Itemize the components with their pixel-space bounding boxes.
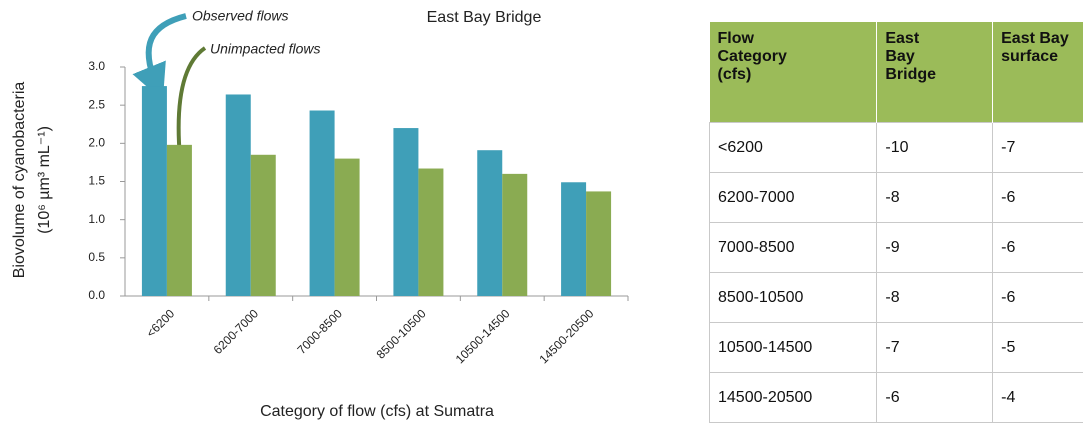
- table-cell: -4: [992, 372, 1083, 423]
- y-axis-title: Biovolume of cyanobacteria: [11, 82, 28, 279]
- table-row: 14500-20500 -6 -4: [709, 372, 1083, 423]
- arrow: [167, 46, 207, 170]
- table-row: 6200-7000 -8 -6: [709, 172, 1083, 223]
- table-cell: -6: [876, 372, 993, 423]
- bar: [586, 191, 612, 296]
- bar: [334, 158, 360, 296]
- table-row: 8500-10500 -8 -6: [709, 272, 1083, 323]
- table-cell: -6: [992, 272, 1083, 323]
- x-tick-label: <6200: [144, 306, 178, 340]
- y-tick-label: 2.0: [88, 136, 105, 150]
- x-tick-label: 10500-14500: [453, 306, 513, 366]
- annotation: Observed flows: [192, 8, 288, 24]
- header-cell: East Bay Bridge: [876, 22, 994, 123]
- y-tick-label: 1.0: [88, 212, 105, 226]
- bar: [393, 128, 419, 296]
- header-text: Flow Category (cfs): [717, 30, 787, 83]
- bar: [166, 144, 192, 296]
- bar: [250, 154, 276, 296]
- table-cell: -6: [992, 222, 1083, 273]
- table: Flow Category (cfs) East Bay Bridge East B…: [709, 22, 1083, 423]
- bar: [141, 86, 167, 296]
- x-tick-label: 6200-7000: [211, 306, 262, 357]
- table-cell: <6200: [709, 122, 877, 173]
- table-cell: -8: [876, 172, 993, 223]
- x-axis-title: Category of flow (cfs) at Sumatra: [260, 403, 494, 420]
- bar: [309, 110, 335, 296]
- table-cell: -8: [876, 272, 993, 323]
- bar: [502, 173, 528, 296]
- header-row: Flow Category (cfs) East Bay Bridge East B…: [709, 22, 1083, 123]
- bar: [225, 94, 251, 296]
- header-cell: East Bay surface: [992, 22, 1083, 123]
- y-tick-label: 3.0: [88, 59, 105, 73]
- bar: [418, 168, 444, 296]
- table-cell: 6200-7000: [709, 172, 877, 223]
- y-tick-label: 0.5: [88, 250, 105, 264]
- table-container: Flow Category (cfs) East Bay Bridge East B…: [709, 22, 1083, 424]
- x-tick-label: 8500-10500: [374, 306, 429, 361]
- y-tick-label: 2.5: [88, 97, 105, 111]
- table-cell: -10: [876, 122, 993, 173]
- table-row: <6200 -10 -7: [709, 122, 1083, 173]
- chart-title: East Bay Bridge: [427, 9, 542, 26]
- x-tick-label: 7000-8500: [294, 306, 345, 357]
- table-cell: -9: [876, 222, 993, 273]
- table-cell: 14500-20500: [709, 372, 877, 423]
- chart: East Bay Bridge Biovolume of cyanobacter…: [11, 8, 629, 420]
- y-tick-label: 0.0: [88, 288, 105, 302]
- x-tick-label: 14500-20500: [537, 306, 597, 366]
- annotation: Unimpacted flows: [210, 41, 321, 57]
- header-text: East Bay surface: [1001, 30, 1069, 65]
- table-cell: -7: [876, 322, 993, 373]
- bar: [561, 182, 587, 296]
- bar: [477, 150, 503, 296]
- table-row: 10500-14500 -7 -5: [709, 322, 1083, 373]
- header-text: East Bay Bridge: [885, 30, 937, 83]
- header-cell: Flow Category (cfs): [709, 22, 878, 123]
- y-tick-label: 1.5: [88, 174, 105, 188]
- table-row: 7000-8500 -9 -6: [709, 222, 1083, 273]
- table-cell: 8500-10500: [709, 272, 877, 323]
- arrow: [132, 13, 187, 101]
- table-cell: -6: [992, 172, 1083, 223]
- table-cell: -7: [992, 122, 1083, 173]
- table-cell: -5: [992, 322, 1083, 373]
- table-cell: 7000-8500: [709, 222, 877, 273]
- y-axis-title: (10⁶ µm³ mL⁻¹): [36, 126, 53, 234]
- table-cell: 10500-14500: [709, 322, 877, 373]
